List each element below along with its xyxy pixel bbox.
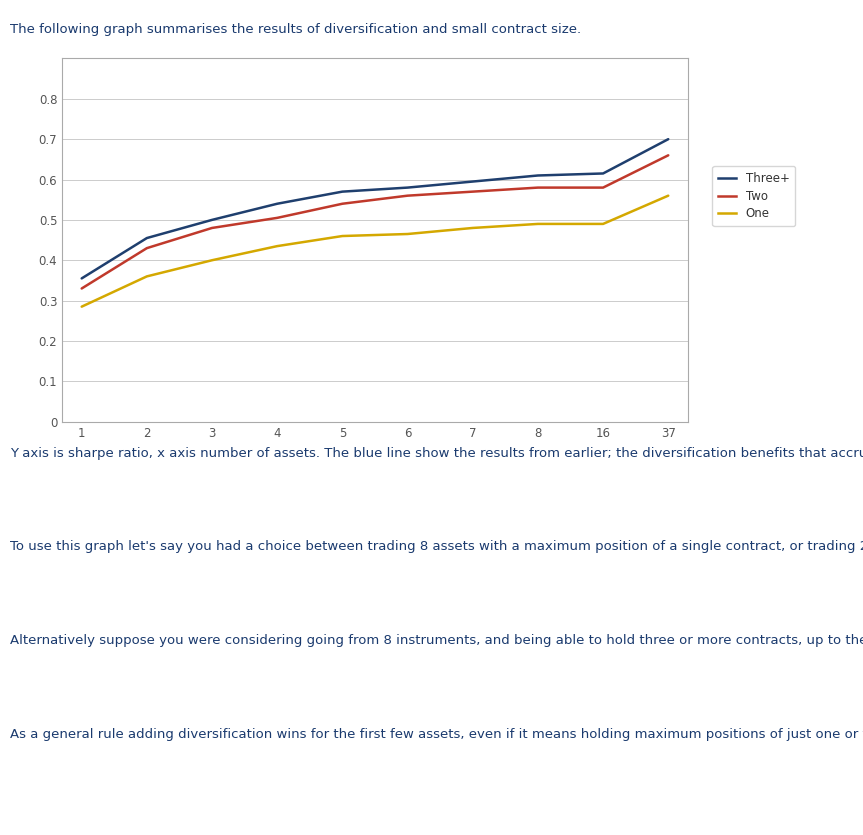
Legend: Three+, Two, One: Three+, Two, One <box>713 166 796 226</box>
Text: Alternatively suppose you were considering going from 8 instruments, and being a: Alternatively suppose you were consideri… <box>10 634 863 647</box>
Text: Y axis is sharpe ratio, x axis number of assets. The blue line show the results : Y axis is sharpe ratio, x axis number of… <box>10 447 863 460</box>
Text: The following graph summarises the results of diversification and small contract: The following graph summarises the resul… <box>10 23 582 37</box>
Text: As a general rule adding diversification wins for the first few assets, even if : As a general rule adding diversification… <box>10 728 863 741</box>
Text: To use this graph let's say you had a choice between trading 8 assets with a max: To use this graph let's say you had a ch… <box>10 540 863 554</box>
